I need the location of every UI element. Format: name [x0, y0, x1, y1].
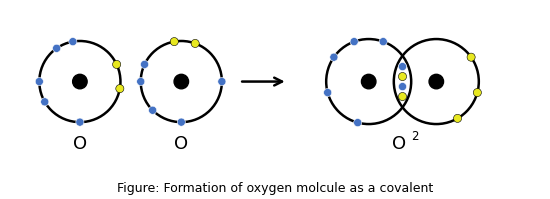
Circle shape — [170, 38, 178, 46]
Circle shape — [116, 85, 124, 93]
Circle shape — [398, 62, 406, 71]
Circle shape — [474, 89, 481, 97]
Circle shape — [41, 98, 49, 106]
Circle shape — [467, 53, 475, 61]
Circle shape — [113, 60, 120, 68]
Circle shape — [73, 74, 87, 89]
Circle shape — [137, 77, 145, 86]
Circle shape — [69, 38, 77, 46]
Circle shape — [398, 93, 406, 100]
Circle shape — [148, 106, 157, 114]
Text: O: O — [73, 135, 87, 153]
Circle shape — [429, 74, 443, 89]
Text: O: O — [174, 135, 188, 153]
Circle shape — [398, 72, 406, 81]
Circle shape — [140, 60, 148, 68]
Circle shape — [76, 118, 84, 126]
Circle shape — [350, 38, 358, 46]
Text: 2: 2 — [411, 130, 419, 143]
Circle shape — [323, 89, 332, 97]
Circle shape — [354, 119, 362, 127]
Circle shape — [191, 39, 199, 48]
Circle shape — [177, 118, 185, 126]
Text: O: O — [392, 135, 406, 153]
Circle shape — [35, 77, 43, 86]
Text: Figure: Formation of oxygen molcule as a covalent: Figure: Formation of oxygen molcule as a… — [117, 182, 433, 195]
Circle shape — [174, 74, 189, 89]
Circle shape — [361, 74, 376, 89]
Circle shape — [454, 114, 461, 122]
Circle shape — [330, 53, 338, 61]
Circle shape — [218, 77, 226, 86]
Circle shape — [398, 83, 406, 91]
Circle shape — [53, 44, 60, 52]
Circle shape — [379, 38, 387, 46]
